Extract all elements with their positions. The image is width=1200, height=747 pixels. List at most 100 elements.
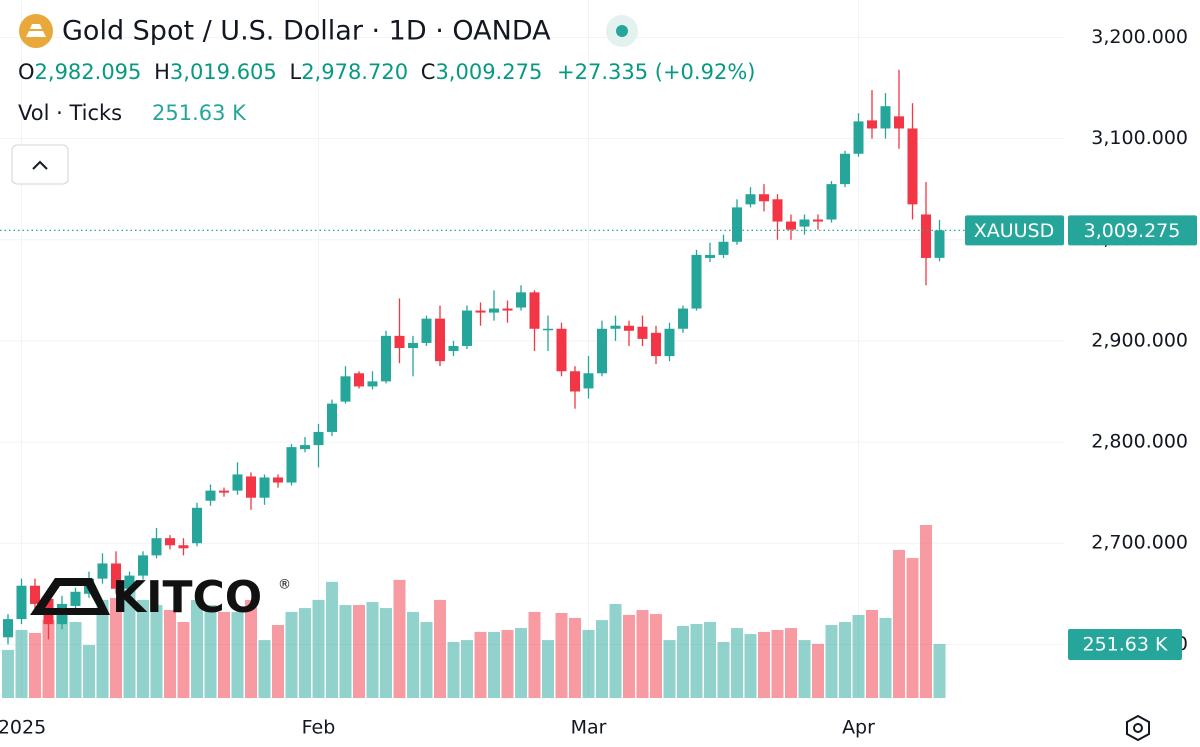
legend-c-value: 3,009.275 [435, 60, 542, 84]
candle-body [313, 431, 324, 446]
volume-bar [326, 581, 338, 698]
volume-bar [393, 579, 406, 698]
volume-bar [731, 628, 743, 698]
volume-bar [447, 641, 460, 698]
volume-bar [123, 590, 136, 698]
candle-body [408, 342, 418, 348]
volume-bar [231, 611, 244, 698]
price-tag-label: 3,009.275 [1084, 220, 1181, 242]
candle-body [192, 507, 202, 544]
volume-bar [29, 632, 41, 698]
y-tick-label: 2,900.000 [1091, 329, 1188, 351]
volume-bar [569, 617, 581, 698]
volume-bar [299, 608, 311, 698]
settings-button[interactable] [1126, 714, 1150, 742]
candle-body [462, 310, 472, 346]
candle-body [300, 445, 310, 450]
volume-bar [825, 625, 838, 698]
volume-bar [407, 611, 419, 698]
ohlc-legend: O2,982.095 H3,019.605 L2,978.720 C3,009.… [18, 60, 755, 84]
volume-bar [636, 609, 649, 698]
volume-bar [191, 599, 203, 698]
x-tick-label: Mar [571, 717, 607, 739]
volume-bar [650, 614, 662, 698]
collapse-chevron[interactable] [32, 160, 48, 170]
volume-bar [555, 613, 568, 698]
volume-bar [677, 625, 689, 698]
candle-body [597, 328, 607, 374]
volume-bar [623, 614, 635, 698]
volume-bar [312, 599, 325, 698]
candle-body [678, 308, 688, 329]
candle-body [705, 254, 715, 258]
volume-bar [488, 631, 500, 698]
symbol-tag-label: XAUUSD [974, 220, 1055, 242]
candle-body [637, 326, 648, 339]
volume-bar [609, 603, 622, 698]
volume-bar [420, 622, 433, 698]
volume-tag-label: 251.63 K [1083, 633, 1169, 655]
candle-body [327, 403, 337, 432]
legend-o: O [18, 60, 35, 84]
candle-body [799, 219, 810, 227]
volume-bar [353, 605, 365, 698]
settings-icon[interactable] [1126, 714, 1150, 742]
volume-bar [690, 623, 703, 698]
volume-bar [15, 629, 28, 698]
candle-body [826, 184, 837, 220]
candle-body [259, 477, 270, 498]
candle-body [934, 230, 945, 258]
candle-body [745, 194, 756, 205]
volume-bar [96, 599, 109, 698]
volume-legend-value: 251.63 K [152, 101, 247, 125]
volume-bar [69, 622, 82, 698]
volume-bar [717, 641, 730, 698]
candle-body [880, 106, 891, 129]
candle-body [691, 254, 702, 309]
volume-bar [164, 609, 176, 698]
y-tick-label: 3,100.000 [1091, 127, 1188, 149]
candle-body [489, 308, 499, 313]
candle-body [786, 221, 796, 230]
volume-bar [852, 614, 865, 698]
candle-body [178, 545, 189, 549]
candle-layer [3, 69, 945, 645]
volume-bar [150, 605, 163, 698]
volume-bar [2, 649, 14, 698]
volume-bar [704, 622, 716, 698]
x-tick-label: Feb [302, 717, 336, 739]
volume-layer [2, 525, 946, 698]
candle-body [3, 619, 13, 638]
volume-bar [542, 640, 554, 698]
volume-bar [83, 644, 95, 698]
candle-body [651, 332, 661, 357]
candle-body [543, 328, 553, 331]
candle-body [232, 474, 243, 491]
candle-body [30, 585, 40, 604]
volume-bar [893, 549, 905, 698]
legend-o-value: 2,982.095 [35, 60, 142, 84]
collapse-button-box[interactable] [11, 144, 69, 185]
y-tick-label: 3,200.000 [1091, 26, 1188, 48]
symbol-tag [965, 215, 1064, 246]
candle-body [759, 194, 769, 202]
legend-h: H [154, 60, 170, 84]
collapse-button[interactable] [11, 144, 69, 185]
volume-bar [137, 599, 149, 698]
symbol-icon-bars [26, 24, 46, 37]
volume-title: Vol · Ticks [18, 101, 122, 125]
candle-body [853, 121, 864, 154]
overlay-layer: KITCO ® Gold Spot / U.S. Dollar · 1D · O… [0, 14, 1197, 742]
candle-body [475, 310, 486, 313]
volume-bar [906, 558, 919, 698]
volume-bar [596, 620, 608, 698]
x-tick-label: 2025 [0, 717, 46, 739]
watermark-registered: ® [278, 578, 291, 593]
settings-icon-center[interactable] [1133, 723, 1143, 733]
candle-body [448, 345, 459, 352]
candle-body [381, 335, 391, 382]
volume-bar [812, 643, 824, 698]
volume-bar [339, 605, 352, 698]
candle-body [138, 555, 148, 576]
volume-bar [461, 640, 473, 698]
